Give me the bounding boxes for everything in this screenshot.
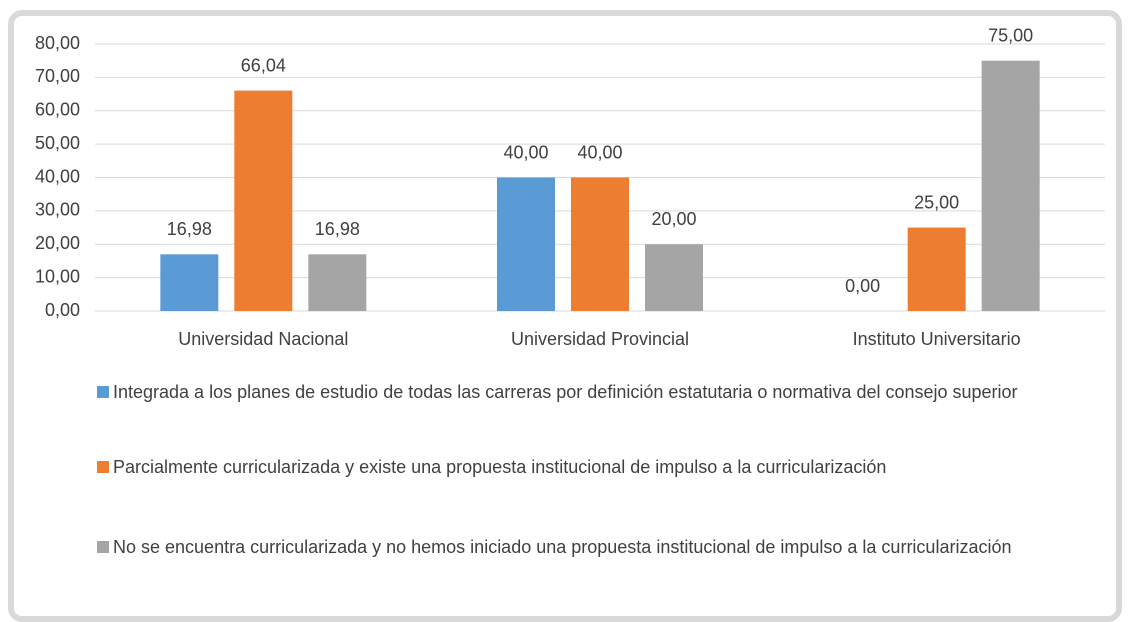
bar — [160, 254, 219, 311]
legend-item: Integrada a los planes de estudio de tod… — [97, 377, 1057, 408]
bar — [645, 244, 703, 311]
y-tick-label: 0,00 — [45, 300, 80, 320]
data-label: 0,00 — [845, 276, 880, 296]
legend-label: Integrada a los planes de estudio de tod… — [113, 382, 1018, 402]
y-tick-label: 60,00 — [35, 100, 80, 120]
x-tick-label: Universidad Provincial — [511, 329, 689, 349]
data-label: 40,00 — [503, 142, 548, 162]
data-label: 16,98 — [167, 219, 212, 239]
bar — [907, 227, 966, 311]
chart: 0,00 10,00 20,00 30,00 40,00 50,00 60,00 70,00 8… — [35, 25, 1105, 349]
data-label: 25,00 — [914, 192, 959, 212]
data-label: 40,00 — [577, 142, 622, 162]
chart-frame — [8, 10, 1122, 622]
page: 0,00 10,00 20,00 30,00 40,00 50,00 60,00 70,00 8… — [8, 10, 1122, 622]
bar — [234, 90, 293, 312]
y-tick-label: 30,00 — [35, 200, 80, 220]
legend-swatch — [97, 461, 109, 473]
legend-item: No se encuentra curricularizada y no hem… — [97, 532, 1057, 563]
data-label: 20,00 — [651, 209, 696, 229]
bar — [981, 60, 1040, 311]
x-tick-label: Instituto Universitario — [853, 329, 1021, 349]
data-label: 66,04 — [241, 55, 286, 75]
legend-swatch — [97, 386, 109, 398]
y-tick-label: 50,00 — [35, 133, 80, 153]
legend-label: Parcialmente curricularizada y existe un… — [113, 457, 887, 477]
y-tick-label: 80,00 — [35, 33, 80, 53]
bar — [308, 254, 367, 311]
y-tick-label: 70,00 — [35, 66, 80, 86]
bar — [571, 177, 629, 311]
y-tick-label: 20,00 — [35, 233, 80, 253]
legend-item: Parcialmente curricularizada y existe un… — [97, 452, 1057, 483]
data-label: 75,00 — [988, 25, 1033, 45]
legend-swatch — [97, 541, 109, 553]
x-tick-label: Universidad Nacional — [178, 329, 348, 349]
bar — [497, 177, 555, 311]
legend-label: No se encuentra curricularizada y no hem… — [113, 537, 1012, 557]
y-tick-label: 40,00 — [35, 166, 80, 186]
y-tick-label: 10,00 — [35, 266, 80, 286]
data-label: 16,98 — [315, 219, 360, 239]
